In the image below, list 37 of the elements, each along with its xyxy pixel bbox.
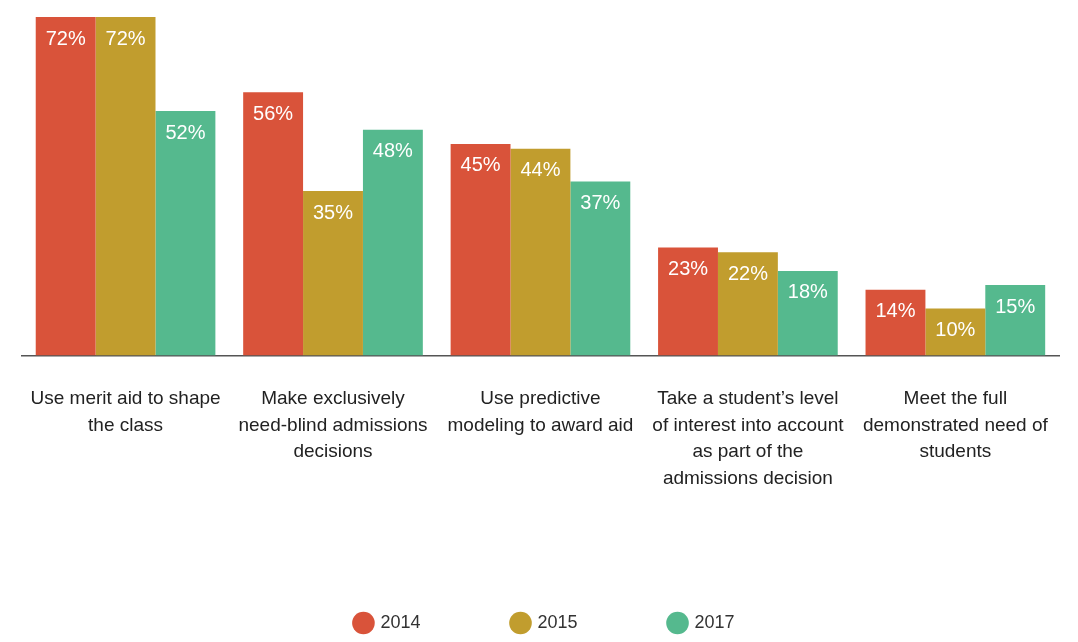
x-tick-label: Use predictive modeling to award aid bbox=[447, 387, 634, 435]
x-tick-label: Make exclusively need-blind admissions decisions bbox=[238, 387, 428, 462]
bar bbox=[985, 285, 1046, 356]
data-label: 72% bbox=[105, 26, 146, 49]
data-label: 10% bbox=[935, 318, 976, 341]
data-label: 18% bbox=[787, 280, 829, 303]
legend-label: 2015 bbox=[537, 611, 578, 632]
data-label: 45% bbox=[460, 153, 501, 176]
data-label: 44% bbox=[520, 158, 561, 181]
x-tick-label: Use merit aid to shape the class bbox=[30, 387, 221, 435]
legend-label: 2017 bbox=[694, 611, 735, 632]
bar bbox=[717, 252, 778, 356]
x-tick-label: Take a student’s level of interest into account as part of the admissions decision bbox=[652, 387, 845, 488]
bar bbox=[95, 17, 156, 356]
data-label: 56% bbox=[253, 101, 294, 124]
legend-label: 2014 bbox=[380, 611, 421, 632]
x-tick-label: Meet the full demonstrated need of students bbox=[862, 387, 1049, 462]
bar bbox=[35, 17, 96, 356]
data-label: 48% bbox=[372, 139, 414, 162]
bar bbox=[865, 289, 926, 356]
bar bbox=[570, 181, 631, 356]
bar bbox=[243, 92, 304, 356]
bar bbox=[303, 191, 363, 356]
data-label: 22% bbox=[727, 261, 769, 284]
bar bbox=[658, 247, 718, 356]
bar bbox=[155, 111, 216, 356]
bar bbox=[362, 129, 423, 356]
data-label: 52% bbox=[165, 120, 206, 143]
data-label: 15% bbox=[995, 294, 1036, 317]
bar bbox=[777, 270, 838, 356]
data-label: 37% bbox=[580, 191, 621, 214]
data-label: 14% bbox=[875, 299, 916, 322]
data-label: 72% bbox=[45, 26, 86, 49]
data-label: 35% bbox=[312, 200, 354, 223]
bar bbox=[510, 148, 571, 356]
data-label: 23% bbox=[668, 256, 709, 279]
bar bbox=[450, 143, 511, 356]
